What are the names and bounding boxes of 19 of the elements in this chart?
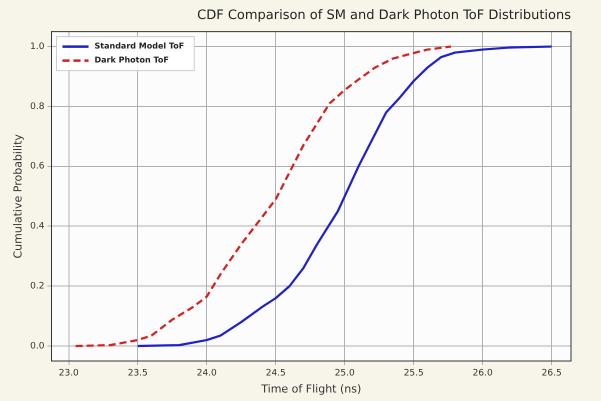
y-tick-label: 0.4	[30, 222, 45, 232]
x-tick-label: 26.0	[472, 368, 493, 379]
x-axis-title: Time of Flight (ns)	[260, 382, 362, 396]
x-tick-label: 23.5	[128, 368, 148, 379]
y-tick-label: 0.2	[30, 281, 45, 292]
y-axis-title: Cumulative Probability	[11, 134, 24, 259]
x-tick-label: 25.0	[334, 368, 356, 379]
x-tick-label: 26.5	[542, 368, 562, 379]
legend-label: Dark Photon ToF	[94, 56, 169, 65]
y-tick-label: 0.0	[30, 341, 45, 352]
x-tick-label: 25.5	[404, 368, 424, 379]
x-tick-label: 24.0	[196, 368, 218, 379]
y-tick-label: 1.0	[30, 42, 45, 52]
x-tick-label: 24.5	[266, 368, 286, 379]
y-tick-label: 0.6	[30, 162, 45, 172]
chart-title: CDF Comparison of SM and Dark Photon ToF Distributions	[197, 8, 572, 24]
legend-label: Standard Model ToF	[94, 42, 184, 51]
x-tick-label: 23.0	[58, 368, 80, 379]
y-tick-label: 0.8	[30, 102, 45, 112]
